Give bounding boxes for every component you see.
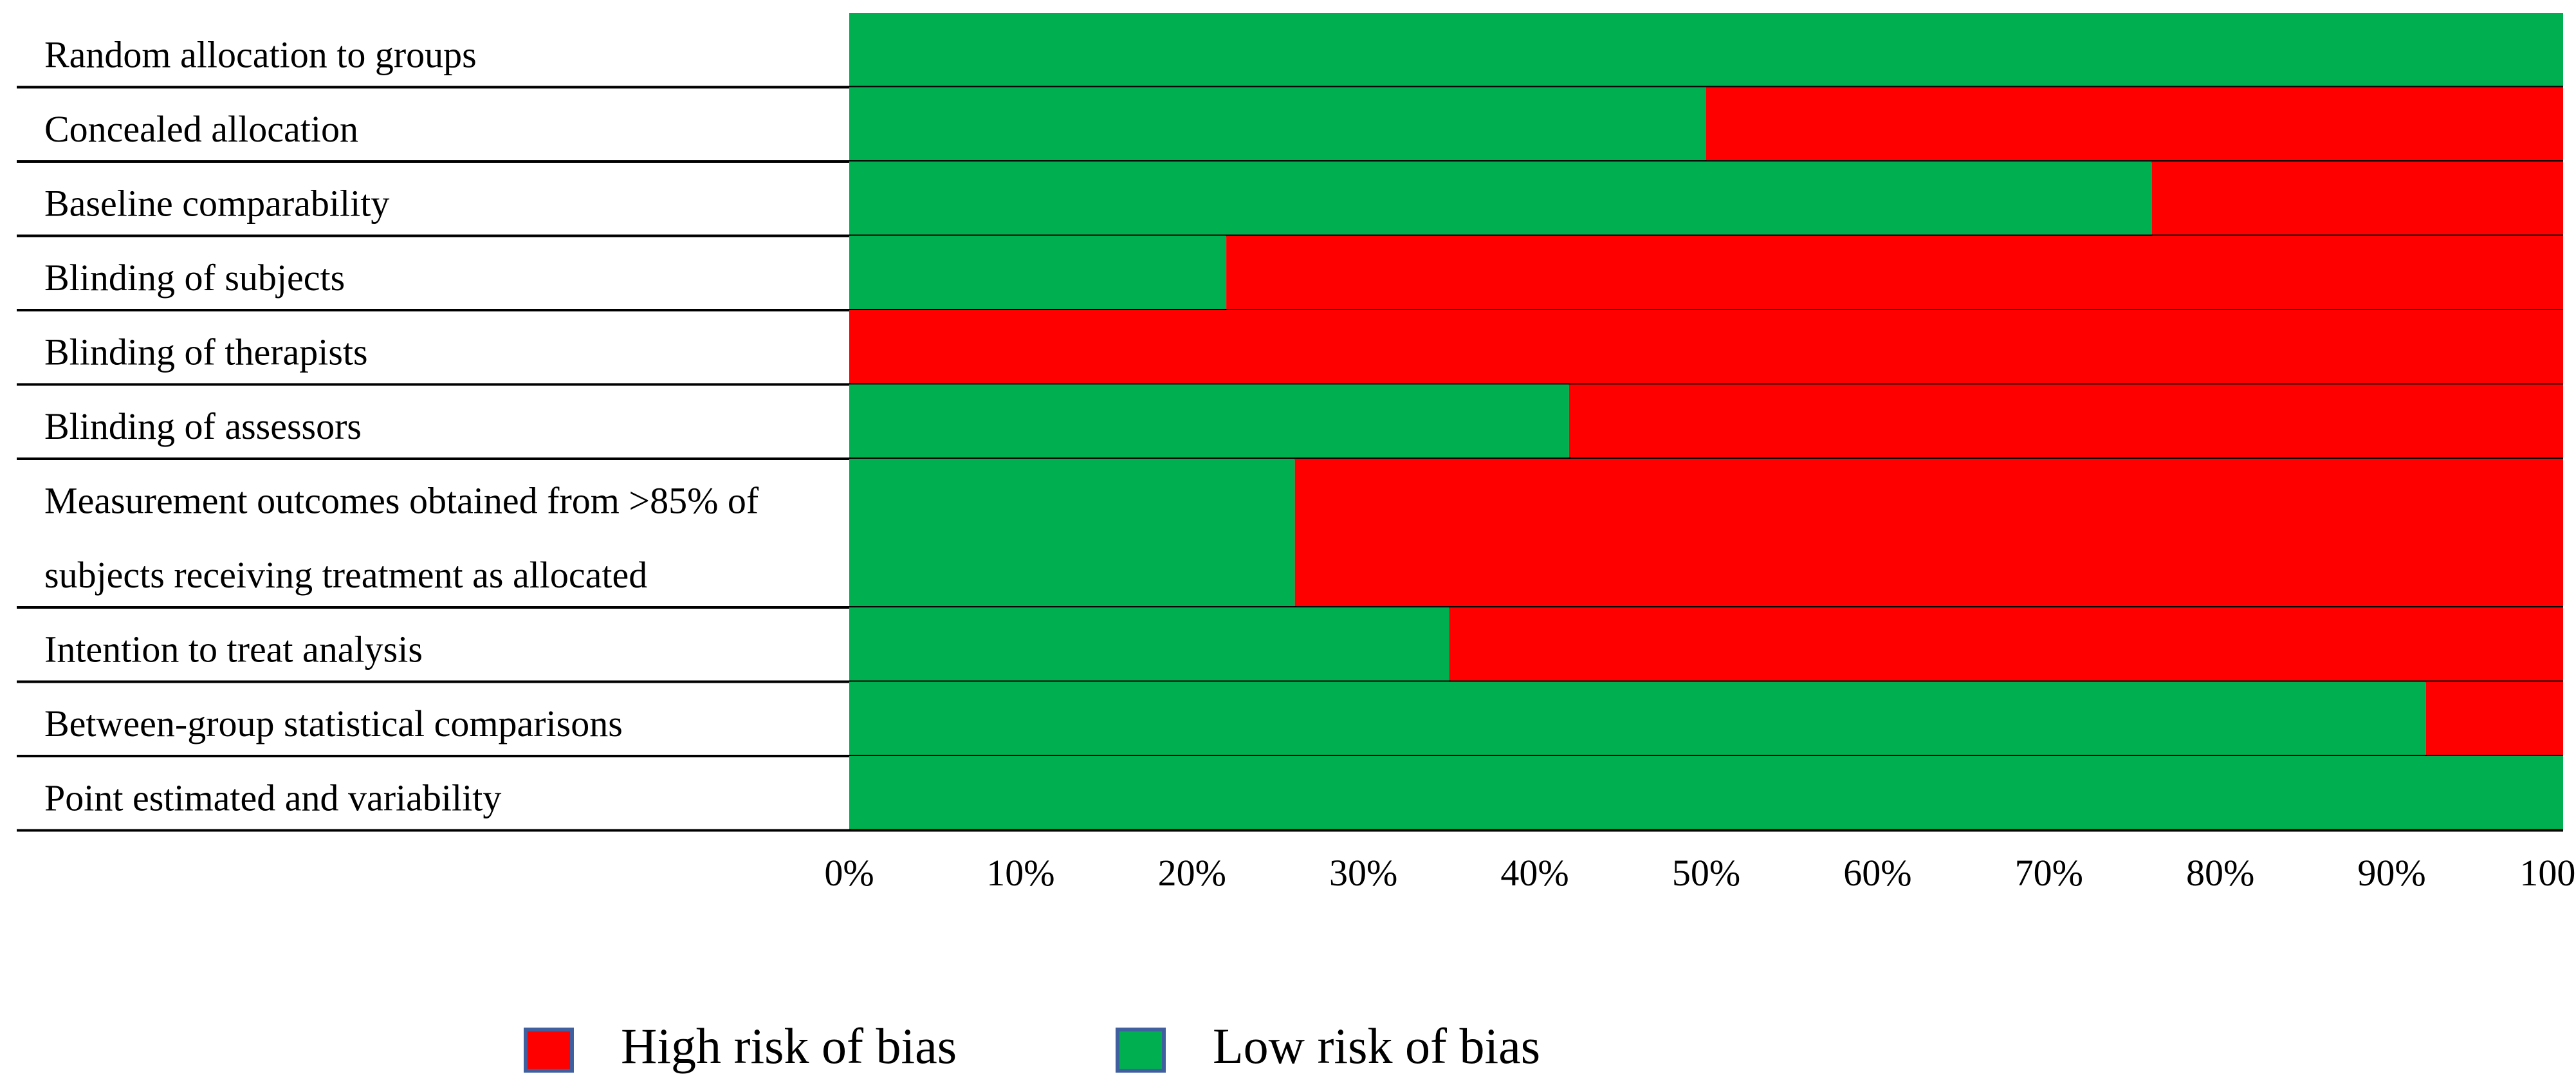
bar-segment bbox=[849, 13, 2563, 88]
x-tick-label: 20% bbox=[1158, 852, 1226, 894]
category-label: Intention to treat analysis bbox=[44, 629, 423, 670]
category-label: Blinding of therapists bbox=[44, 331, 368, 373]
bar-segment bbox=[849, 756, 2563, 831]
category-label: Blinding of assessors bbox=[44, 405, 362, 447]
bar-segment bbox=[1226, 236, 2563, 310]
bar-segment bbox=[849, 384, 1569, 459]
bar-segment bbox=[849, 162, 2152, 236]
legend-label: Low risk of bias bbox=[1213, 1018, 1540, 1074]
category-label: Point estimated and variability bbox=[44, 777, 501, 819]
x-tick-label: 0% bbox=[824, 852, 874, 894]
legend-swatch bbox=[524, 1028, 574, 1073]
bar-segment bbox=[849, 681, 2426, 756]
bar-segment bbox=[2425, 681, 2563, 756]
legend-label: High risk of bias bbox=[621, 1018, 957, 1074]
x-tick-label: 90% bbox=[2357, 852, 2425, 894]
bar-segment bbox=[849, 310, 2563, 385]
x-tick-label: 70% bbox=[2015, 852, 2083, 894]
legend-swatch bbox=[1116, 1028, 1166, 1073]
x-tick-label: 30% bbox=[1329, 852, 1397, 894]
bar-segment bbox=[1294, 459, 2563, 607]
x-tick-label: 40% bbox=[1500, 852, 1569, 894]
x-tick-label: 80% bbox=[2186, 852, 2254, 894]
x-tick-label: 100% bbox=[2519, 852, 2576, 894]
category-label: Measurement outcomes obtained from >85% … bbox=[44, 480, 759, 596]
x-tick-label: 50% bbox=[1672, 852, 1740, 894]
bar-segment bbox=[1449, 607, 2563, 682]
bar-segment bbox=[2151, 162, 2563, 236]
bar-segment bbox=[1569, 384, 2563, 459]
x-tick-label: 60% bbox=[1843, 852, 1911, 894]
bar-segment bbox=[849, 607, 1449, 682]
category-label: Random allocation to groups bbox=[44, 34, 477, 76]
bar-segment bbox=[1706, 87, 2563, 162]
category-label: Baseline comparability bbox=[44, 183, 389, 225]
bar-segment bbox=[849, 459, 1295, 607]
bar-segment bbox=[849, 236, 1227, 310]
category-label: Blinding of subjects bbox=[44, 257, 345, 299]
category-label: Between-group statistical comparisons bbox=[44, 703, 623, 744]
category-label: Concealed allocation bbox=[44, 108, 358, 150]
x-tick-label: 10% bbox=[986, 852, 1054, 894]
bar-segment bbox=[849, 87, 1706, 162]
